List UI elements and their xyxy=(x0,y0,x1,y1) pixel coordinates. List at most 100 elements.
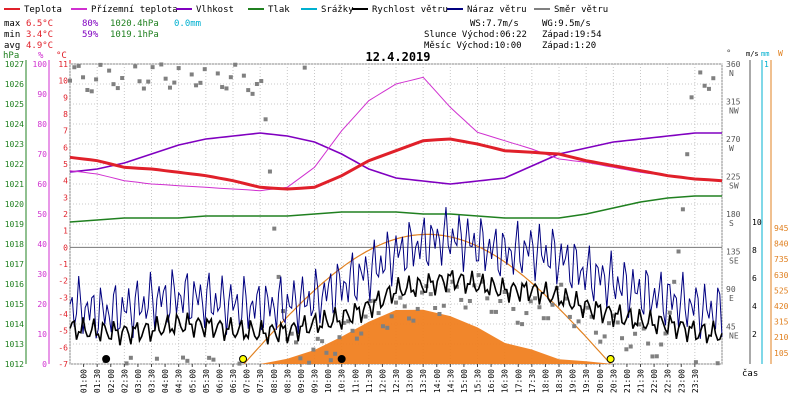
direction-dot xyxy=(202,67,207,72)
stats-min-label: min xyxy=(4,30,20,40)
direction-dot xyxy=(194,83,199,88)
pct-tick: 60 xyxy=(37,180,47,189)
temp-tick: -4 xyxy=(58,310,68,319)
stats-max-label: max xyxy=(4,19,21,29)
x-tick-label: 14:00 xyxy=(433,369,442,393)
dir-axis-label: ° xyxy=(726,49,731,59)
legend-label-5: Rychlost větru xyxy=(372,5,448,15)
direction-dot xyxy=(511,306,516,311)
direction-dot xyxy=(398,295,403,300)
direction-dot xyxy=(346,319,351,324)
x-tick-label: 04:00 xyxy=(161,369,170,393)
plot-area xyxy=(68,62,723,366)
moonrise-marker xyxy=(337,355,346,363)
dir-tick: 360 xyxy=(726,60,741,69)
direction-dot xyxy=(233,62,238,67)
direction-dot xyxy=(337,335,342,340)
x-tick-label: 17:30 xyxy=(528,369,537,393)
direction-dot xyxy=(228,75,233,80)
hpa-tick: 1022 xyxy=(5,160,24,169)
direction-dot xyxy=(550,302,555,307)
right-axes: ° m/s mm W360N315NW270W225SW180S135SE90E45N… xyxy=(726,49,789,364)
direction-dot xyxy=(315,336,320,341)
legend-label-1: Přízemní teplota xyxy=(91,5,178,15)
x-tick-label: 09:30 xyxy=(311,369,320,393)
direction-dot xyxy=(120,76,125,81)
direction-dot xyxy=(698,70,703,75)
direction-dot xyxy=(524,311,529,316)
direction-dot xyxy=(137,79,142,84)
direction-dot xyxy=(537,305,542,310)
stats-wg: WG:9.5m/s xyxy=(542,19,591,29)
series-vlhkost xyxy=(69,132,722,185)
direction-dot xyxy=(580,308,585,313)
solar-area xyxy=(70,309,722,364)
x-tick-label: 15:00 xyxy=(460,369,469,393)
direction-dot xyxy=(89,89,94,94)
direction-dot xyxy=(528,299,533,304)
x-tick-label: 08:30 xyxy=(283,369,292,393)
x-tick-label: 21:00 xyxy=(623,369,632,393)
dir-name: S xyxy=(729,219,734,228)
stats-max-temp: 6.5°C xyxy=(26,19,53,29)
mm-tick: 1 xyxy=(764,60,769,69)
hpa-tick: 1017 xyxy=(5,260,24,269)
moonset-marker xyxy=(102,355,111,363)
direction-dot xyxy=(124,361,129,366)
direction-dot xyxy=(598,339,603,344)
direction-dot xyxy=(150,65,155,70)
direction-dot xyxy=(394,300,398,305)
temp-tick: -1 xyxy=(58,260,68,269)
direction-dot xyxy=(606,321,611,326)
legend-label-7: Směr větru xyxy=(554,5,608,15)
direction-dot xyxy=(341,320,346,325)
direction-dot xyxy=(620,336,625,341)
temp-tick: 3 xyxy=(63,193,68,202)
x-tick-label: 23:00 xyxy=(677,369,686,393)
hpa-tick: 1025 xyxy=(5,100,24,109)
direction-dot xyxy=(533,296,538,301)
direction-dot xyxy=(246,88,251,93)
pct-tick: 80 xyxy=(37,120,47,129)
direction-dot xyxy=(493,309,498,314)
x-axis-label: čas xyxy=(742,368,758,379)
direction-dot xyxy=(637,322,642,327)
temp-tick: 0 xyxy=(63,243,68,252)
direction-dot xyxy=(237,361,242,366)
w-tick: 210 xyxy=(774,333,789,342)
x-tick-label: 05:30 xyxy=(202,369,211,393)
direction-dot xyxy=(68,78,72,83)
x-tick-label: 15:30 xyxy=(474,369,483,393)
direction-dot xyxy=(585,305,590,310)
direction-dot xyxy=(689,95,694,100)
direction-dot xyxy=(181,355,186,360)
direction-dot xyxy=(159,62,164,67)
x-tick-label: 16:00 xyxy=(487,369,496,393)
stats-max-rain: 0.0mm xyxy=(174,19,201,29)
temp-tick: 1 xyxy=(63,227,68,236)
direction-dot xyxy=(654,354,659,359)
direction-dot xyxy=(428,292,433,297)
x-tick-label: 10:30 xyxy=(338,369,347,393)
direction-dot xyxy=(167,85,172,90)
direction-dot xyxy=(302,65,307,70)
direction-dot xyxy=(507,292,512,297)
left-axes: hPa% °C1027102610251024102310221021102010… xyxy=(3,51,71,369)
temp-tick: 11 xyxy=(58,60,68,69)
temp-tick: 7 xyxy=(63,127,68,136)
temp-tick: -3 xyxy=(58,293,68,302)
direction-dot xyxy=(328,358,333,363)
direction-dot xyxy=(411,318,416,323)
direction-dot xyxy=(141,86,146,91)
temp-tick: -5 xyxy=(58,327,68,336)
direction-dot xyxy=(685,152,690,157)
direction-dot xyxy=(224,86,229,91)
direction-dot xyxy=(376,311,381,316)
direction-dot xyxy=(485,296,490,301)
x-tick-label: 02:30 xyxy=(120,369,129,393)
direction-dot xyxy=(563,296,568,301)
direction-dot xyxy=(450,279,455,284)
ms-tick: 8 xyxy=(752,246,757,255)
direction-dot xyxy=(446,288,451,293)
direction-dot xyxy=(198,80,203,85)
